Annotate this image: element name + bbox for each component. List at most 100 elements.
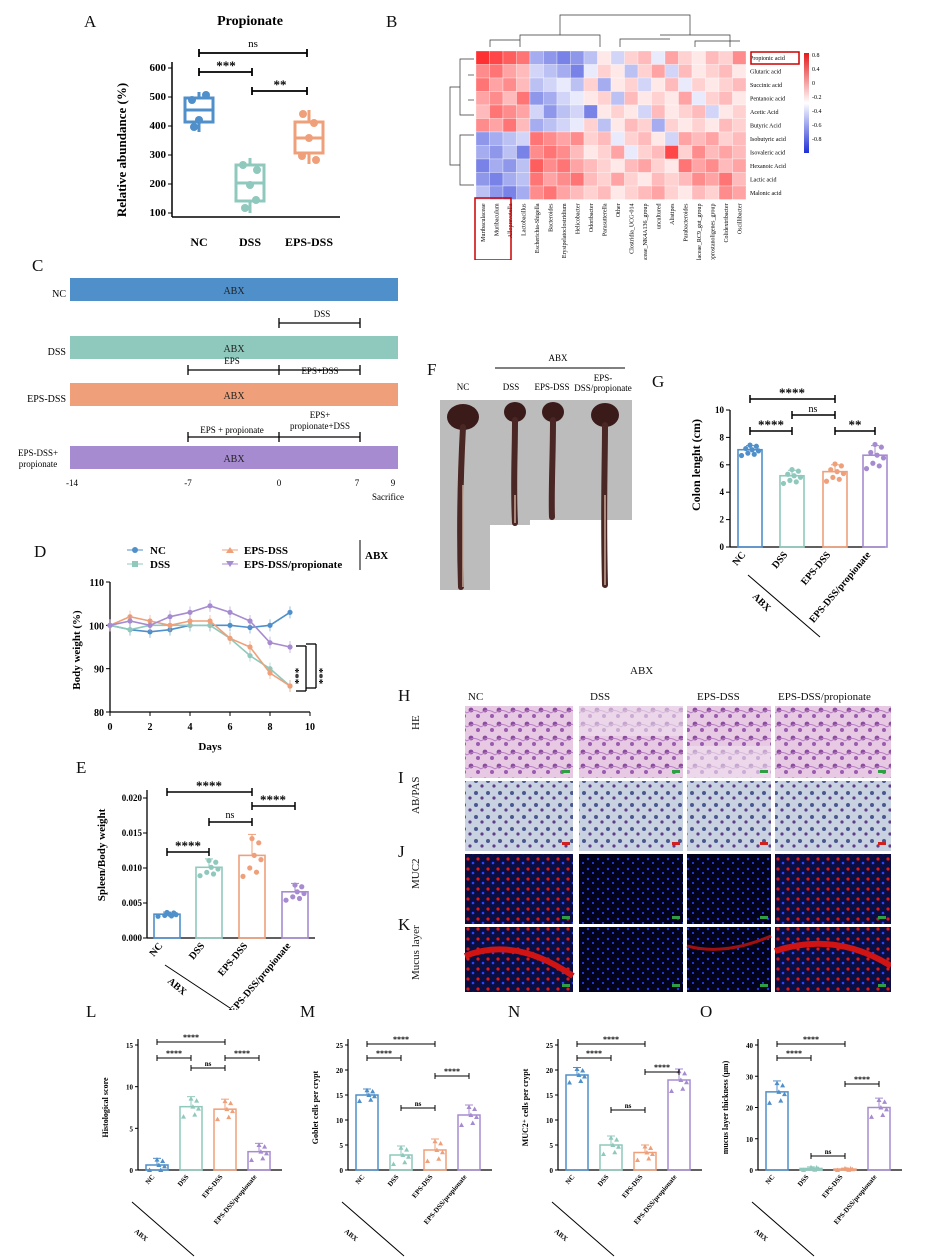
heatmap-cell xyxy=(475,104,490,119)
heatmap-cell xyxy=(556,185,571,200)
bar-chart-point xyxy=(194,1098,200,1103)
panel-e-ytick: 0.000 xyxy=(122,933,143,943)
heatmap-cell xyxy=(732,50,747,65)
heatmap-cell xyxy=(529,50,544,65)
heatmap-cell xyxy=(705,64,720,79)
panel-d-point xyxy=(207,618,213,624)
panel-d-point xyxy=(267,640,273,646)
bar-chart-abx: ABX xyxy=(753,1227,769,1243)
panel-f-abx: ABX xyxy=(548,353,568,363)
bar-chart-sig: **** xyxy=(166,1049,182,1058)
panel-f-label: EPS-DSS/propionate xyxy=(574,373,632,393)
bar-chart-point xyxy=(678,1077,684,1082)
panel-e-point xyxy=(249,836,255,842)
bar-chart-point xyxy=(782,1091,787,1097)
heatmap-cell xyxy=(543,64,558,79)
panel-d-xtick: 8 xyxy=(268,722,273,733)
heatmap-cell xyxy=(489,64,504,79)
bar-chart-point xyxy=(884,1106,889,1112)
heatmap-cell xyxy=(516,77,531,92)
heatmap-cell xyxy=(475,64,490,79)
hist-row-label: HE xyxy=(410,715,422,730)
bar-chart-ytick: 0 xyxy=(750,1167,754,1175)
bar-chart-sig: **** xyxy=(393,1035,409,1044)
heatmap-col-label: Colidextribacter xyxy=(724,204,730,243)
bar-chart-sig: ns xyxy=(625,1102,632,1110)
heatmap-cell xyxy=(502,104,517,119)
heatmap-col-label: Lactobacillus xyxy=(522,203,528,236)
heatmap-cell xyxy=(543,131,558,146)
panel-e-abx: ABX xyxy=(165,976,189,998)
panel-f-label: EPS-DSS xyxy=(534,382,569,392)
heatmap-cell xyxy=(570,118,585,133)
panel-a-sig: *** xyxy=(216,58,236,73)
panel-e-point xyxy=(208,864,214,870)
bar-chart-sig: **** xyxy=(444,1067,460,1076)
heatmap-cell xyxy=(489,104,504,119)
heatmap-cell xyxy=(705,91,720,106)
heatmap-cell xyxy=(610,118,625,133)
heatmap-cell xyxy=(718,104,733,119)
panel-e-point xyxy=(155,913,161,919)
bar-chart-point xyxy=(876,1097,882,1102)
heatmap-cell xyxy=(583,185,598,200)
hist-col-label: EPS-DSS/propionate xyxy=(778,691,871,703)
bar-chart-point xyxy=(432,1138,438,1144)
bar-chart-ytick: 0 xyxy=(340,1167,344,1175)
bar-chart-point xyxy=(147,1167,152,1172)
bar-chart-point xyxy=(224,1106,230,1112)
heatmap-cell xyxy=(651,118,666,133)
heatmap-cell xyxy=(651,104,666,119)
heatmap-cell xyxy=(705,158,720,173)
panel-d-xtick: 4 xyxy=(188,722,193,733)
heatmap-cell xyxy=(543,145,558,160)
bar-chart-point xyxy=(567,1080,572,1085)
bar-chart-ytick: 5 xyxy=(130,1125,134,1133)
heatmap-cell xyxy=(489,158,504,173)
panel-d-xtick: 6 xyxy=(228,722,233,733)
heatmap-cell xyxy=(475,118,490,133)
panel-g-ytick: 0 xyxy=(720,542,725,552)
panel-d-ytick: 110 xyxy=(90,578,104,589)
bar-chart-sig: **** xyxy=(586,1049,602,1058)
heatmap-cell xyxy=(529,91,544,106)
histology-grid xyxy=(463,706,891,992)
panel-e-point xyxy=(197,873,203,879)
heatmap-cell xyxy=(610,104,625,119)
heatmap-cell xyxy=(583,118,598,133)
heatmap-col-label: Oscillibacter xyxy=(738,204,744,235)
heatmap-cell xyxy=(597,131,612,146)
panel-c-tick: 0 xyxy=(277,478,282,488)
panel-c-bracket: EPS xyxy=(224,356,240,366)
heatmap-cell xyxy=(556,172,571,187)
panel-d-point xyxy=(127,627,133,633)
panel-letter-k: K xyxy=(398,915,411,934)
heatmap-row-label: Propionic acid xyxy=(750,56,785,62)
heatmap-row-label: Hexanoic Acid xyxy=(750,164,786,170)
panel-letter-a: A xyxy=(84,12,97,31)
panel-d-point xyxy=(267,670,273,676)
heatmap-cell xyxy=(543,50,558,65)
heatmap-cell xyxy=(637,77,652,92)
heatmap-cell xyxy=(624,172,639,187)
heatmap-cell xyxy=(502,50,517,65)
panel-e-point xyxy=(204,869,210,875)
heatmap-cell xyxy=(597,104,612,119)
bar-chart-ylabel: mucus layer thickness (μm) xyxy=(721,1060,730,1154)
heatmap-cell xyxy=(691,158,706,173)
heatmap-legend-label: -0.2 xyxy=(812,95,822,101)
bar-chart-ytick: 30 xyxy=(746,1073,754,1081)
bar-chart-bar xyxy=(667,1079,691,1171)
bar-chart-point xyxy=(434,1147,440,1152)
bar-chart-point xyxy=(364,1087,370,1093)
heatmap-cell xyxy=(651,145,666,160)
heatmap-col-label: Alistipes xyxy=(670,203,676,225)
panel-d-legend: EPS-DSS xyxy=(244,545,288,557)
panel-e-sig: **** xyxy=(260,792,286,807)
heatmap-cell xyxy=(475,172,490,187)
heatmap-cell xyxy=(502,172,517,187)
panel-g-point xyxy=(789,467,795,473)
panel-e-point xyxy=(258,857,264,863)
heatmap-cell xyxy=(516,91,531,106)
bar-chart-xlabel: EPS-DSS xyxy=(820,1173,844,1200)
